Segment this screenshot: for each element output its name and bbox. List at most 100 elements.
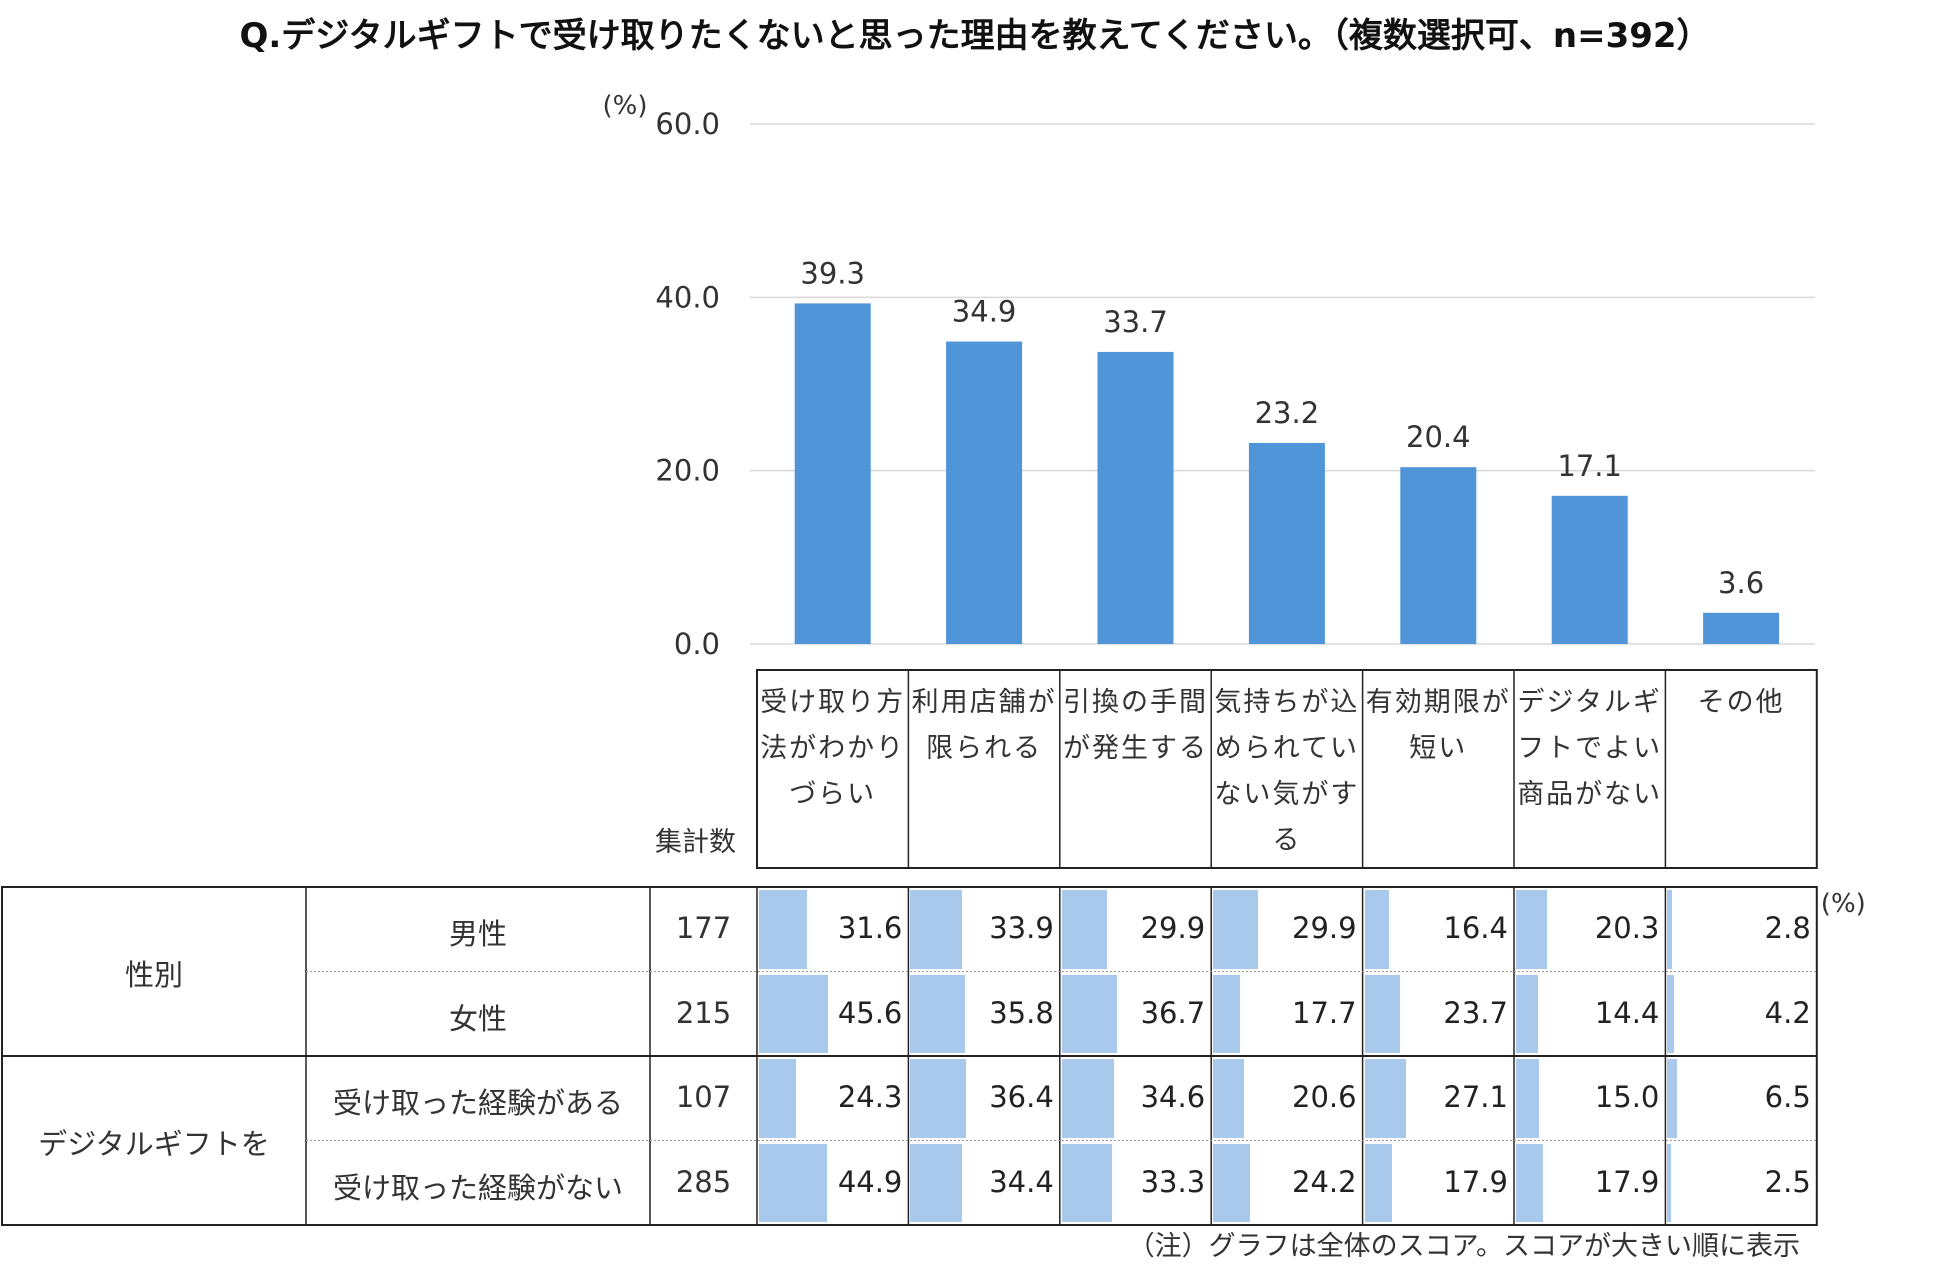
bar-value-label: 34.9 bbox=[952, 295, 1017, 329]
chart-title: Q.デジタルギフトで受け取りたくないと思った理由を教えてください。（複数選択可、… bbox=[239, 16, 1711, 56]
bar-value-label: 20.4 bbox=[1406, 420, 1471, 454]
category-label-line: る bbox=[1272, 825, 1302, 856]
category-label-line: 受け取り方 bbox=[760, 687, 906, 718]
cell-value: 44.9 bbox=[837, 1164, 903, 1199]
cell-value: 14.4 bbox=[1594, 995, 1660, 1030]
category-label-line: 限られる bbox=[926, 733, 1043, 764]
bar bbox=[1400, 467, 1477, 644]
cell-value: 16.4 bbox=[1443, 911, 1508, 945]
bar bbox=[946, 341, 1023, 644]
bar-value-label: 3.6 bbox=[1718, 566, 1764, 600]
bar bbox=[1551, 495, 1628, 644]
row-count: 107 bbox=[675, 1080, 732, 1114]
category-label-line: が発生する bbox=[1062, 733, 1208, 764]
cell-value: 23.7 bbox=[1443, 995, 1508, 1030]
table-borders bbox=[1, 669, 1818, 1226]
category-label: デジタルギフトでよい商品がない bbox=[1514, 670, 1665, 868]
cell-bar bbox=[1516, 1143, 1544, 1222]
cell-bar bbox=[1667, 1143, 1672, 1222]
cell-bar bbox=[1213, 974, 1240, 1053]
cell-bar bbox=[910, 1059, 966, 1138]
row-label: 受け取った経験がない bbox=[332, 1170, 623, 1205]
group-label: デジタルギフトを bbox=[38, 1126, 270, 1161]
cell-value: 20.6 bbox=[1292, 1080, 1357, 1114]
cell-value: 36.7 bbox=[1140, 995, 1206, 1030]
cell-bar bbox=[1213, 1059, 1245, 1138]
category-label: 有効期限が 短い bbox=[1363, 670, 1514, 868]
cell-bar bbox=[1213, 890, 1259, 969]
table-unit: (%) bbox=[1820, 889, 1866, 919]
bar bbox=[1248, 442, 1325, 644]
y-tick-label: 40.0 bbox=[655, 280, 720, 314]
cell-value: 33.9 bbox=[989, 911, 1054, 945]
bar bbox=[1097, 351, 1174, 644]
cell-bar bbox=[1061, 1059, 1115, 1138]
category-label-line: デジタルギ bbox=[1517, 687, 1662, 718]
cell-value: 2.8 bbox=[1764, 911, 1811, 945]
cell-value: 35.8 bbox=[989, 995, 1054, 1030]
group-label: 性別 bbox=[124, 957, 183, 992]
bar bbox=[1703, 612, 1780, 644]
cell-bar bbox=[1364, 974, 1401, 1053]
category-label-line: フトでよい bbox=[1517, 733, 1663, 764]
bar-value-label: 23.2 bbox=[1255, 396, 1320, 430]
category-label-line: ない気がす bbox=[1214, 779, 1360, 810]
cell-value: 29.9 bbox=[1292, 911, 1357, 945]
cell-bar bbox=[1061, 890, 1108, 969]
cell-value: 33.3 bbox=[1140, 1164, 1206, 1199]
cell-value: 27.1 bbox=[1443, 1080, 1508, 1114]
cell-bar bbox=[1364, 1143, 1392, 1222]
row-label: 男性 bbox=[448, 917, 507, 951]
category-label-line: 短い bbox=[1409, 733, 1468, 764]
cell-bar bbox=[910, 974, 965, 1053]
bar-value-label: 33.7 bbox=[1103, 305, 1168, 339]
category-label-line: 商品がない bbox=[1517, 779, 1663, 810]
cell-value: 17.9 bbox=[1594, 1164, 1660, 1199]
category-label-line: められてい bbox=[1214, 733, 1359, 764]
bar-series: 39.3 34.9 33.7 23.2 20.4 17.1 3.6 bbox=[794, 256, 1780, 644]
grid-lines: 60.0 40.0 20.0 0.0 bbox=[655, 107, 1815, 661]
category-label-line: 引換の手間 bbox=[1062, 687, 1208, 718]
cell-value: 17.9 bbox=[1443, 1164, 1508, 1199]
category-label-line: 気持ちが込 bbox=[1214, 687, 1360, 718]
cell-value: 45.6 bbox=[837, 995, 903, 1030]
cell-bar bbox=[1364, 1059, 1406, 1138]
cell-bar bbox=[1061, 1143, 1113, 1222]
cell-bar bbox=[1364, 890, 1390, 969]
bar bbox=[794, 303, 871, 644]
cell-value: 31.6 bbox=[837, 911, 903, 945]
cell-value: 4.2 bbox=[1764, 995, 1811, 1030]
cell-bar bbox=[1213, 1143, 1250, 1222]
footnote: （注）グラフは全体のスコア。スコアが大きい順に表示 bbox=[1127, 1231, 1800, 1262]
category-label-line: づらい bbox=[789, 779, 877, 810]
cell-value: 2.5 bbox=[1764, 1164, 1811, 1199]
category-header-border bbox=[756, 669, 1818, 869]
row-count: 177 bbox=[675, 911, 732, 945]
cell-bar bbox=[1667, 974, 1674, 1053]
y-axis-unit: (%) bbox=[603, 91, 648, 121]
cell-value: 36.4 bbox=[989, 1080, 1054, 1114]
cell-value: 24.2 bbox=[1292, 1164, 1357, 1199]
row-count: 285 bbox=[675, 1164, 732, 1199]
bar-value-label: 39.3 bbox=[800, 256, 865, 290]
cell-bar bbox=[759, 1059, 796, 1138]
cell-value: 24.3 bbox=[837, 1080, 903, 1114]
cell-value: 6.5 bbox=[1764, 1080, 1811, 1114]
y-tick-label: 20.0 bbox=[655, 454, 720, 488]
cell-value: 34.4 bbox=[989, 1164, 1054, 1199]
row-label: 受け取った経験がある bbox=[332, 1086, 623, 1120]
cell-bar bbox=[1516, 890, 1547, 969]
cell-value: 34.6 bbox=[1140, 1080, 1206, 1114]
bar-value-label: 17.1 bbox=[1557, 449, 1622, 483]
category-label-line: 利用店舗が bbox=[911, 687, 1057, 718]
cell-bar bbox=[1667, 1059, 1678, 1138]
cell-value: 15.0 bbox=[1594, 1080, 1660, 1114]
cell-bar bbox=[1516, 1059, 1539, 1138]
cell-bar bbox=[910, 890, 962, 969]
cell-value: 20.3 bbox=[1594, 911, 1660, 945]
category-label: 受け取り方 法がわかり づらい bbox=[757, 670, 908, 868]
cell-bar bbox=[759, 1143, 827, 1222]
category-label: その他 bbox=[1665, 670, 1816, 868]
cell-bar bbox=[1061, 974, 1118, 1053]
